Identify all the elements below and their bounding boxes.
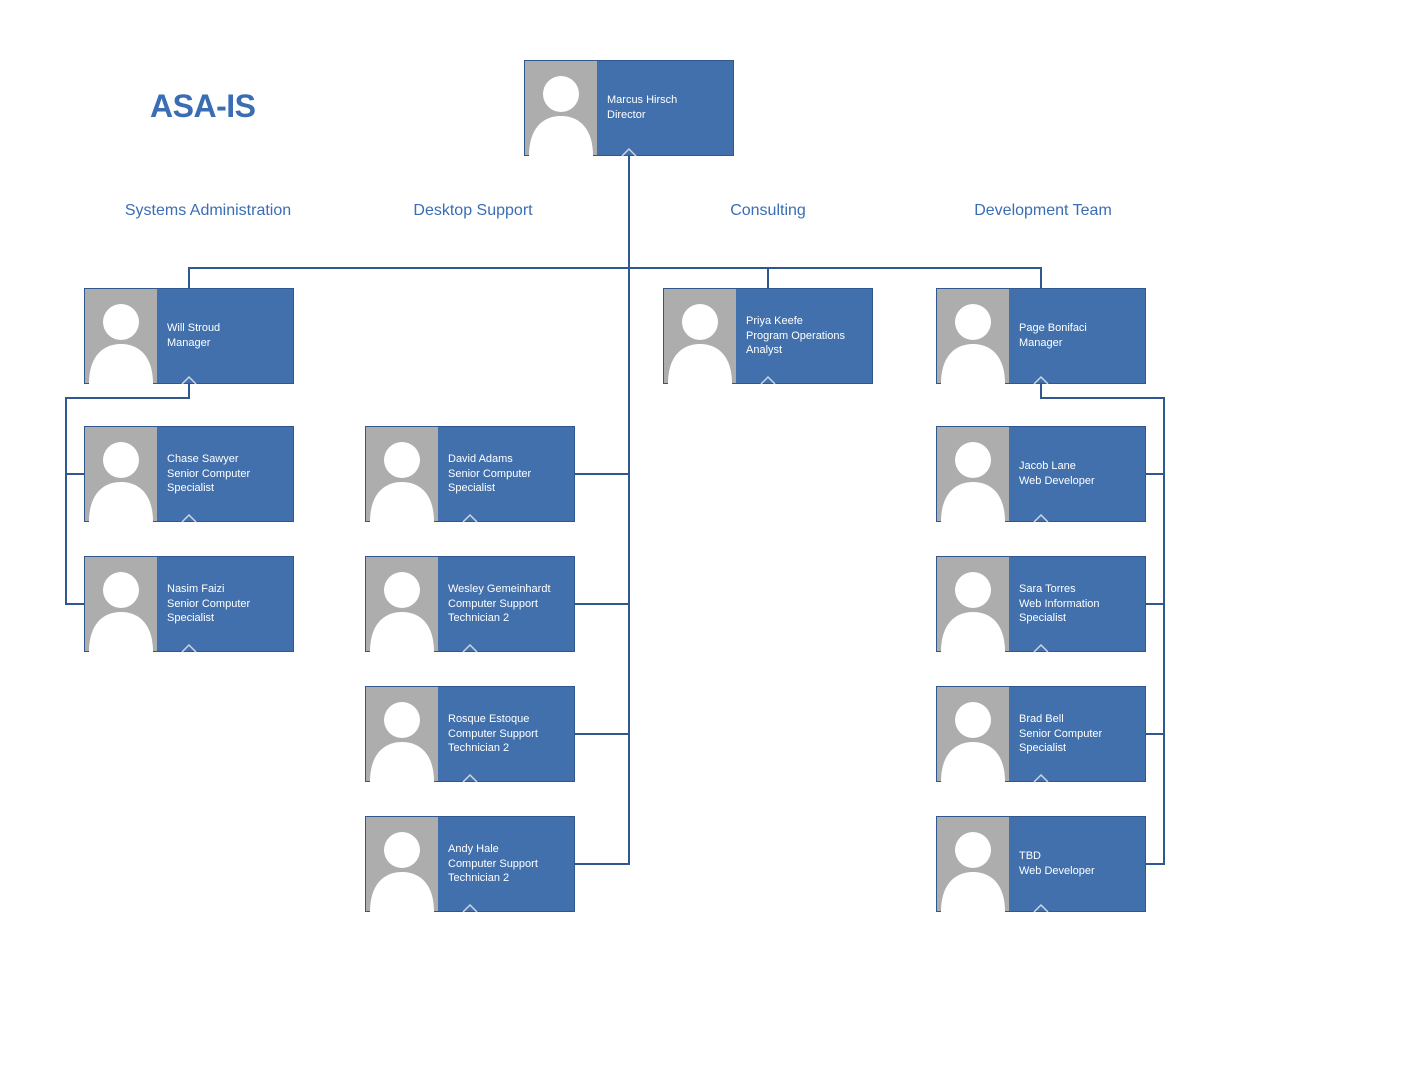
card-director: Marcus HirschDirector: [524, 60, 734, 156]
org-chart: ASA-IS Systems Administration Desktop Su…: [0, 0, 1408, 1088]
avatar-icon: [525, 61, 597, 155]
card-info: TBDWeb Developer: [1009, 817, 1145, 911]
card-info: Andy HaleComputer Support Technician 2: [438, 817, 574, 911]
avatar-icon: [85, 427, 157, 521]
dept-label-devteam: Development Team: [974, 202, 1112, 220]
person-role: Web Developer: [1019, 474, 1145, 489]
person-role: Senior Computer Specialist: [167, 467, 293, 497]
avatar-icon: [937, 289, 1009, 383]
card-desktop-report-2: Rosque EstoqueComputer Support Technicia…: [365, 686, 575, 782]
person-role: Computer Support Technician 2: [448, 727, 574, 757]
card-desktop-report-0: David AdamsSenior Computer Specialist: [365, 426, 575, 522]
card-info: Marcus HirschDirector: [597, 61, 733, 155]
avatar-icon: [937, 687, 1009, 781]
card-dev-report-1: Sara TorresWeb Information Specialist: [936, 556, 1146, 652]
card-sysadmin-report-1: Nasim FaiziSenior Computer Specialist: [84, 556, 294, 652]
avatar-icon: [366, 817, 438, 911]
dept-label-consulting: Consulting: [730, 202, 806, 220]
person-role: Web Developer: [1019, 864, 1145, 879]
avatar-icon: [937, 427, 1009, 521]
person-name: Rosque Estoque: [448, 712, 574, 727]
person-role: Program Operations Analyst: [746, 329, 872, 359]
card-info: Will StroudManager: [157, 289, 293, 383]
person-name: Jacob Lane: [1019, 459, 1145, 474]
card-info: Brad BellSenior Computer Specialist: [1009, 687, 1145, 781]
avatar-icon: [937, 557, 1009, 651]
card-dev-report-3: TBDWeb Developer: [936, 816, 1146, 912]
card-info: Chase SawyerSenior Computer Specialist: [157, 427, 293, 521]
connector-lines: [0, 0, 1408, 1088]
person-name: Marcus Hirsch: [607, 93, 733, 108]
card-info: Priya KeefeProgram Operations Analyst: [736, 289, 872, 383]
avatar-icon: [85, 289, 157, 383]
person-role: Manager: [1019, 336, 1145, 351]
avatar-icon: [85, 557, 157, 651]
card-manager-sysadmin: Will StroudManager: [84, 288, 294, 384]
dept-label-sysadmin: Systems Administration: [125, 202, 291, 220]
card-sysadmin-report-0: Chase SawyerSenior Computer Specialist: [84, 426, 294, 522]
person-name: Andy Hale: [448, 842, 574, 857]
person-name: Sara Torres: [1019, 582, 1145, 597]
person-role: Senior Computer Specialist: [448, 467, 574, 497]
card-info: David AdamsSenior Computer Specialist: [438, 427, 574, 521]
avatar-icon: [366, 427, 438, 521]
person-role: Manager: [167, 336, 293, 351]
person-name: Will Stroud: [167, 321, 293, 336]
avatar-icon: [366, 687, 438, 781]
card-manager-devteam: Page BonifaciManager: [936, 288, 1146, 384]
person-name: David Adams: [448, 452, 574, 467]
person-name: Page Bonifaci: [1019, 321, 1145, 336]
card-info: Wesley GemeinhardtComputer Support Techn…: [438, 557, 574, 651]
avatar-icon: [937, 817, 1009, 911]
person-role: Web Information Specialist: [1019, 597, 1145, 627]
card-info: Nasim FaiziSenior Computer Specialist: [157, 557, 293, 651]
card-info: Page BonifaciManager: [1009, 289, 1145, 383]
org-title: ASA-IS: [150, 88, 255, 125]
person-role: Senior Computer Specialist: [1019, 727, 1145, 757]
person-role: Senior Computer Specialist: [167, 597, 293, 627]
avatar-icon: [366, 557, 438, 651]
card-desktop-report-3: Andy HaleComputer Support Technician 2: [365, 816, 575, 912]
dept-label-desktop: Desktop Support: [413, 202, 532, 220]
person-name: Chase Sawyer: [167, 452, 293, 467]
person-name: Wesley Gemeinhardt: [448, 582, 574, 597]
card-dev-report-2: Brad BellSenior Computer Specialist: [936, 686, 1146, 782]
person-name: Brad Bell: [1019, 712, 1145, 727]
avatar-icon: [664, 289, 736, 383]
card-dev-report-0: Jacob LaneWeb Developer: [936, 426, 1146, 522]
person-role: Director: [607, 108, 733, 123]
person-name: Priya Keefe: [746, 314, 872, 329]
person-name: TBD: [1019, 849, 1145, 864]
card-desktop-report-1: Wesley GemeinhardtComputer Support Techn…: [365, 556, 575, 652]
person-role: Computer Support Technician 2: [448, 597, 574, 627]
card-info: Jacob LaneWeb Developer: [1009, 427, 1145, 521]
person-name: Nasim Faizi: [167, 582, 293, 597]
card-info: Rosque EstoqueComputer Support Technicia…: [438, 687, 574, 781]
person-role: Computer Support Technician 2: [448, 857, 574, 887]
card-manager-consulting: Priya KeefeProgram Operations Analyst: [663, 288, 873, 384]
card-info: Sara TorresWeb Information Specialist: [1009, 557, 1145, 651]
